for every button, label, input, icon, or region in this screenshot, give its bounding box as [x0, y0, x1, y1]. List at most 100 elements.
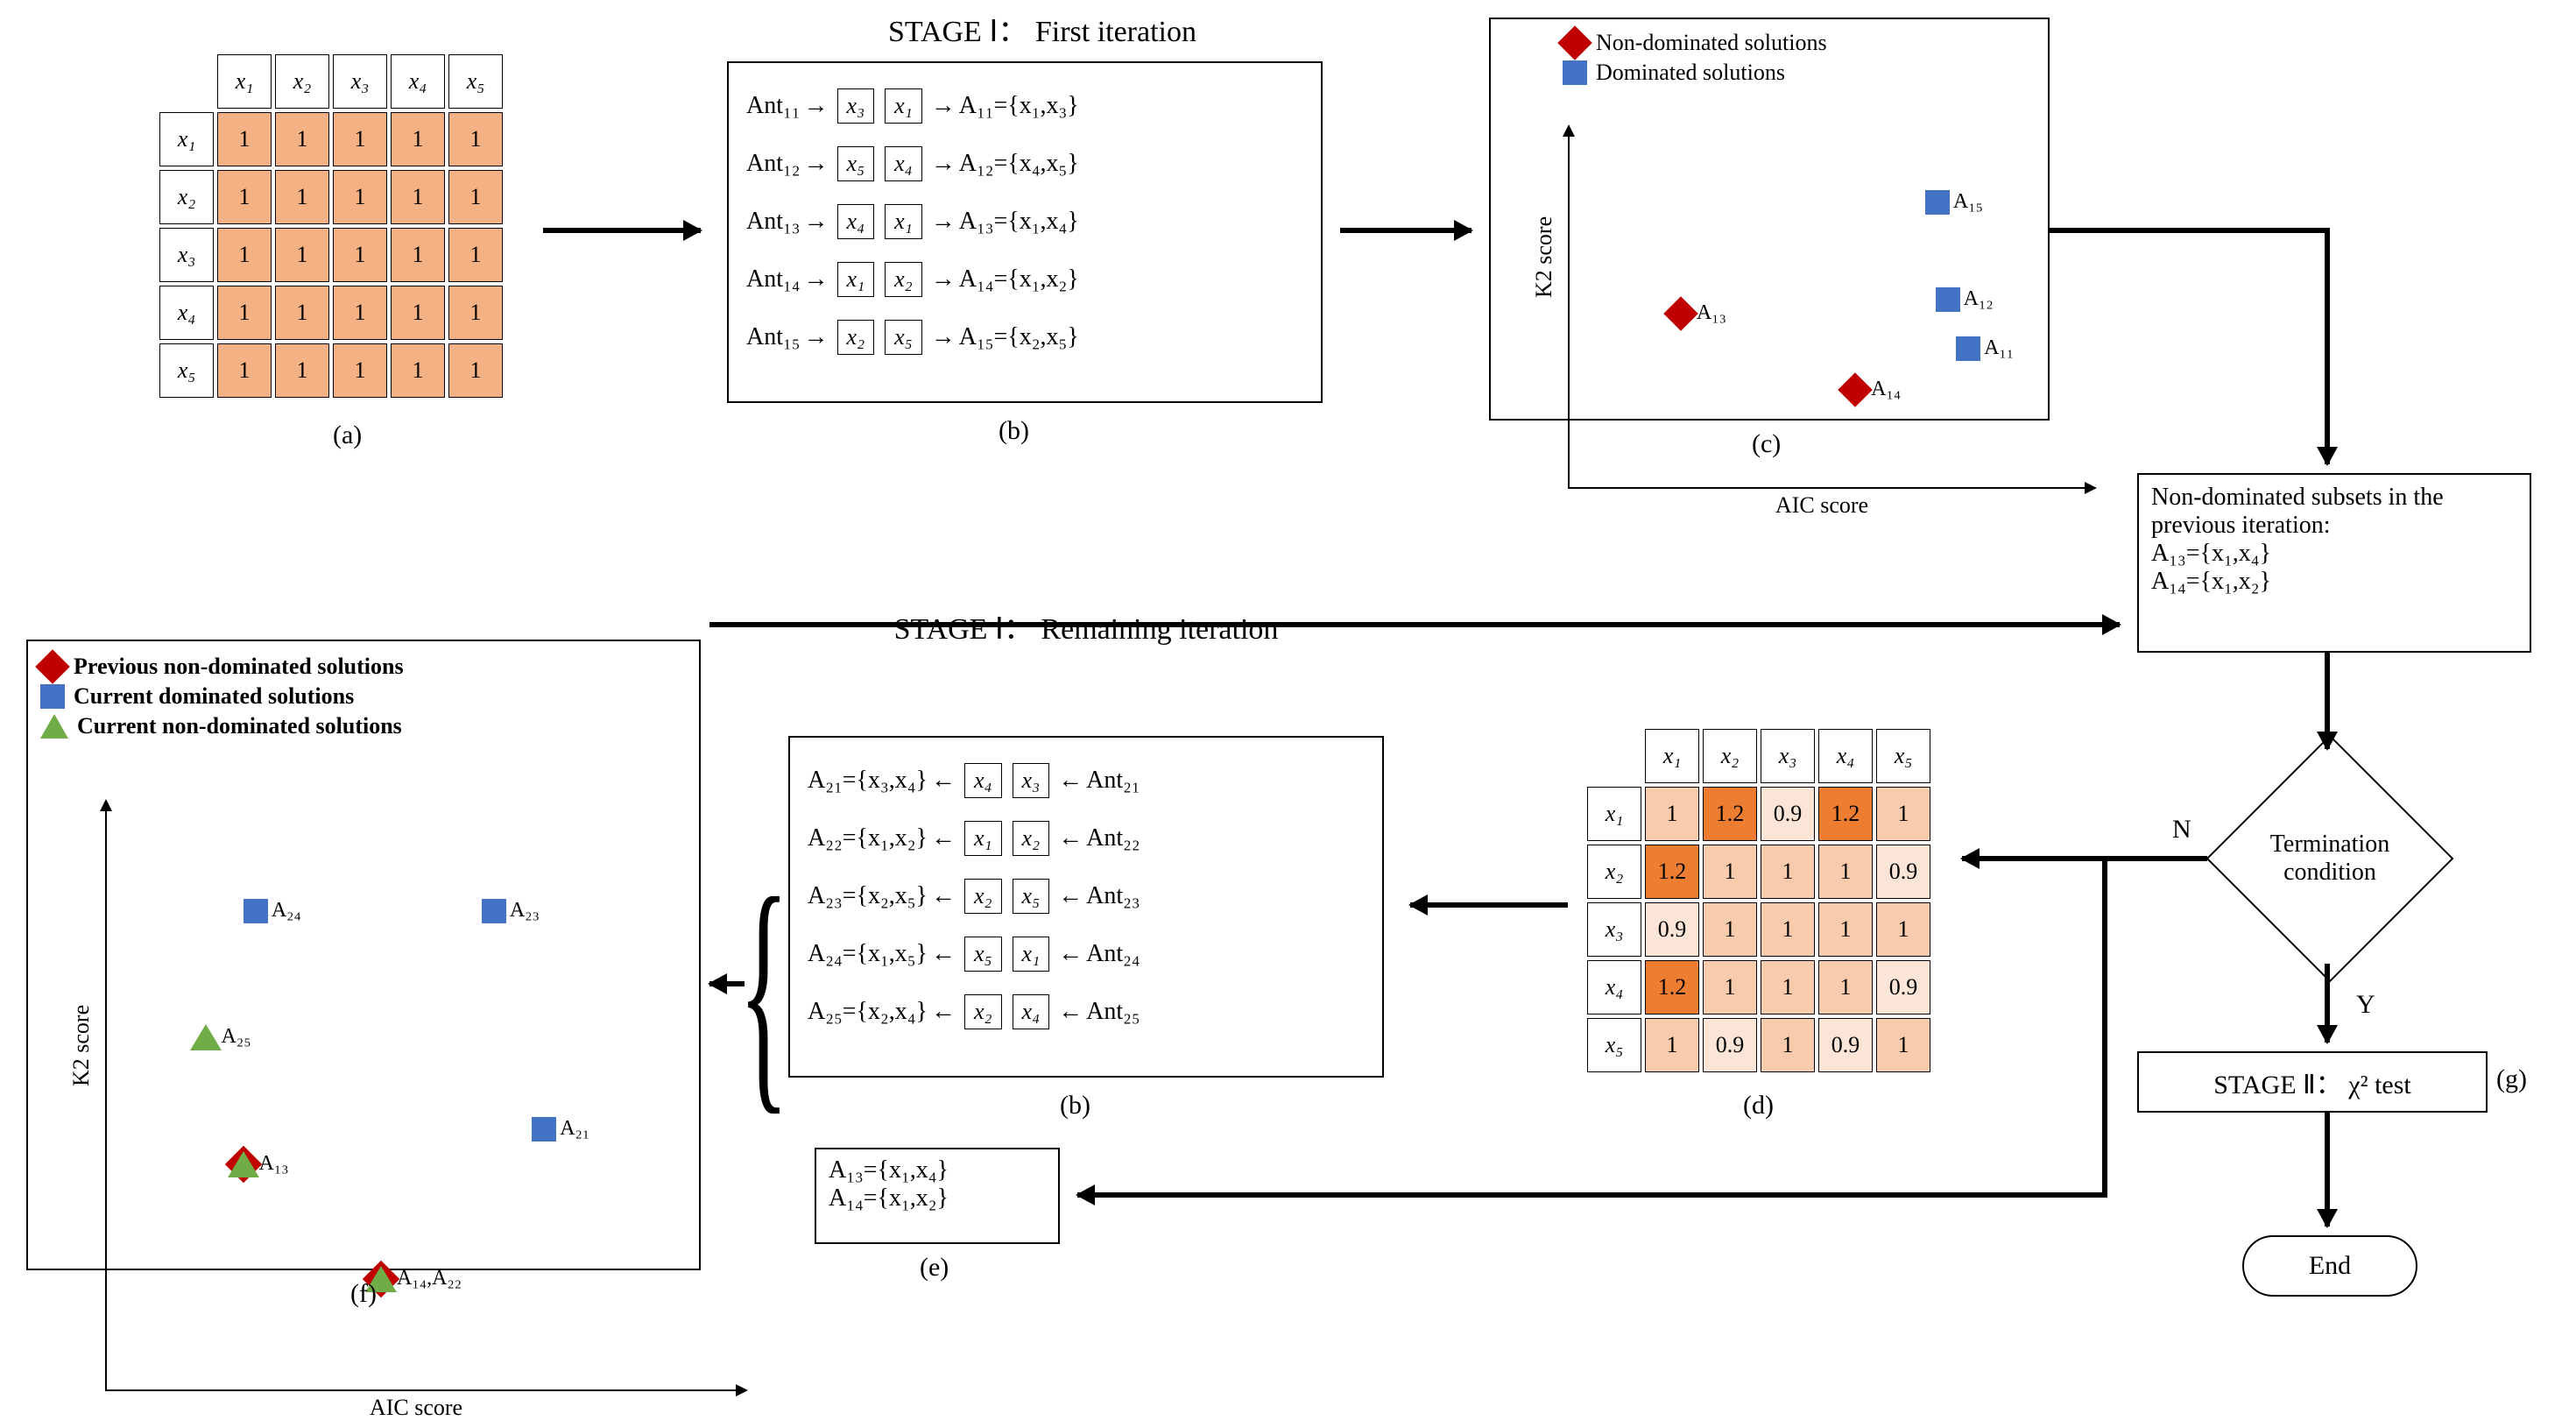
matrix-col-header: x₃ [1761, 729, 1815, 783]
matrix-col-header: x₄ [391, 54, 445, 109]
plot-point-label: A₁₃ [259, 1152, 289, 1176]
matrix-cell: 1 [333, 170, 387, 224]
plot-point-label: A₂₅ [222, 1025, 251, 1049]
matrix-cell: 1 [217, 112, 272, 166]
legend-item: Current non-dominated solutions [40, 713, 687, 739]
matrix-col-header: x₂ [275, 54, 329, 109]
stage1-first-title: STAGE Ⅰ： First iteration [771, 7, 1314, 50]
matrix-col-header: x₂ [1703, 729, 1757, 783]
prev-subsets-box: Non-dominated subsets in the previous it… [2137, 473, 2531, 653]
ant-row: Ant₁₃→x₄x₁→A₁₃={x₁,x₄} [746, 193, 1303, 251]
ant-row: Ant₁₅→x₂x₅→A₁₅={x₂,x₅} [746, 308, 1303, 366]
matrix-row-header: x₃ [159, 228, 214, 282]
matrix-cell: 1 [1703, 902, 1757, 957]
stage2-box: STAGE Ⅱ： χ² test [2137, 1051, 2488, 1113]
matrix-row-header: x₁ [1587, 787, 1641, 841]
caption-f: (f) [350, 1279, 377, 1309]
matrix-cell: 1 [275, 343, 329, 398]
arrow-prev-diamond [2325, 653, 2330, 749]
matrix-d: x₁x₂x₃x₄x₅x₁11.20.91.21x₂1.21110.9x₃0.91… [1585, 727, 1932, 1074]
matrix-cell: 1 [1818, 960, 1873, 1014]
matrix-cell: 0.9 [1876, 845, 1930, 899]
prev-subset-1: A₁₃={x₁,x₄} [2151, 540, 2517, 568]
matrix-col-header: x₅ [448, 54, 503, 109]
decision-n: N [2172, 815, 2191, 845]
connector-c-right [2050, 228, 2330, 233]
matrix-cell: 1.2 [1818, 787, 1873, 841]
connector-diamond-e-v [2102, 856, 2107, 1198]
plot-point [482, 899, 506, 923]
caption-b: (b) [999, 416, 1029, 446]
x-axis-label-f: AIC score [370, 1395, 462, 1421]
matrix-cell: 1 [391, 170, 445, 224]
panel-e-2: A₁₄={x₁,x₂} [829, 1184, 1046, 1212]
matrix-cell: 1 [391, 228, 445, 282]
matrix-row-header: x₄ [1587, 960, 1641, 1014]
matrix-col-header: x₁ [1645, 729, 1699, 783]
plot-point [1843, 378, 1867, 402]
matrix-cell: 1 [1645, 787, 1699, 841]
caption-b2: (b) [1060, 1091, 1090, 1121]
matrix-cell: 1 [333, 343, 387, 398]
matrix-cell: 1.2 [1645, 960, 1699, 1014]
matrix-cell: 1.2 [1703, 787, 1757, 841]
matrix-cell: 1 [1876, 1018, 1930, 1072]
matrix-cell: 1 [1818, 845, 1873, 899]
decision-y: Y [2356, 990, 2375, 1020]
matrix-cell: 1 [1645, 1018, 1699, 1072]
plot-point-label: A₁₄ [1871, 378, 1901, 401]
legend-item: Current dominated solutions [40, 683, 687, 710]
arrow-stage2-end [2325, 1113, 2330, 1227]
plot-point-label: A₁₃ [1697, 301, 1726, 325]
caption-c: (c) [1752, 429, 1781, 459]
matrix-row-header: x₃ [1587, 902, 1641, 957]
plot-point-label: A₁₂ [1964, 287, 1994, 311]
matrix-cell: 1 [333, 286, 387, 340]
panel-c: Non-dominated solutions Dominated solutio… [1489, 18, 2050, 421]
ant-row: A₂₅={x₂,x₄}←x₂x₄←Ant₂₅ [808, 983, 1365, 1041]
panel-f: Previous non-dominated solutions Current … [26, 640, 701, 1270]
matrix-cell: 1 [217, 286, 272, 340]
plot-point [1669, 301, 1693, 326]
plot-point-label: A₁₁ [1984, 336, 2014, 360]
plot-point-label: A₁₄,A₂₂ [397, 1267, 462, 1290]
panel-e: A₁₃={x₁,x₄} A₁₄={x₁,x₂} [815, 1148, 1060, 1244]
legend-item: Non-dominated solutions [1563, 30, 2037, 56]
matrix-cell: 0.9 [1645, 902, 1699, 957]
arrow-c-prevbox [2325, 228, 2330, 464]
matrix-cell: 0.9 [1703, 1018, 1757, 1072]
legend-item: Dominated solutions [1563, 60, 2037, 86]
matrix-row-header: x₅ [1587, 1018, 1641, 1072]
matrix-cell: 1 [275, 112, 329, 166]
plot-point [1925, 190, 1950, 215]
matrix-col-header: x₃ [333, 54, 387, 109]
panel-e-1: A₁₃={x₁,x₄} [829, 1156, 1046, 1184]
ant-row: Ant₁₁→x₃x₁→A₁₁={x₁,x₃} [746, 77, 1303, 135]
matrix-cell: 1.2 [1645, 845, 1699, 899]
matrix-row-header: x₂ [159, 170, 214, 224]
end-box: End [2242, 1235, 2417, 1297]
legend-item: Previous non-dominated solutions [40, 654, 687, 680]
matrix-cell: 1 [1761, 845, 1815, 899]
arrow-diamond-stage2 [2325, 964, 2330, 1043]
matrix-cell: 1 [1761, 902, 1815, 957]
matrix-cell: 1 [333, 228, 387, 282]
matrix-cell: 0.9 [1761, 787, 1815, 841]
matrix-cell: 1 [1703, 960, 1757, 1014]
prev-subsets-title: Non-dominated subsets in the previous it… [2151, 484, 2517, 540]
y-axis-label-f: K2 score [68, 1005, 95, 1086]
matrix-cell: 1 [217, 343, 272, 398]
plot-point-label: A₂₄ [272, 899, 301, 923]
matrix-cell: 1 [217, 170, 272, 224]
matrix-a: x₁x₂x₃x₄x₅x₁11111x₂11111x₃11111x₄11111x₅… [158, 53, 505, 399]
matrix-row-header: x₄ [159, 286, 214, 340]
y-axis-label: K2 score [1531, 216, 1557, 298]
matrix-cell: 1 [448, 286, 503, 340]
matrix-cell: 1 [1876, 902, 1930, 957]
plot-point [1936, 287, 1960, 312]
arrow-to-e [1077, 1192, 2107, 1198]
matrix-cell: 1 [1703, 845, 1757, 899]
matrix-cell: 1 [1761, 1018, 1815, 1072]
matrix-cell: 1 [448, 343, 503, 398]
matrix-cell: 0.9 [1876, 960, 1930, 1014]
